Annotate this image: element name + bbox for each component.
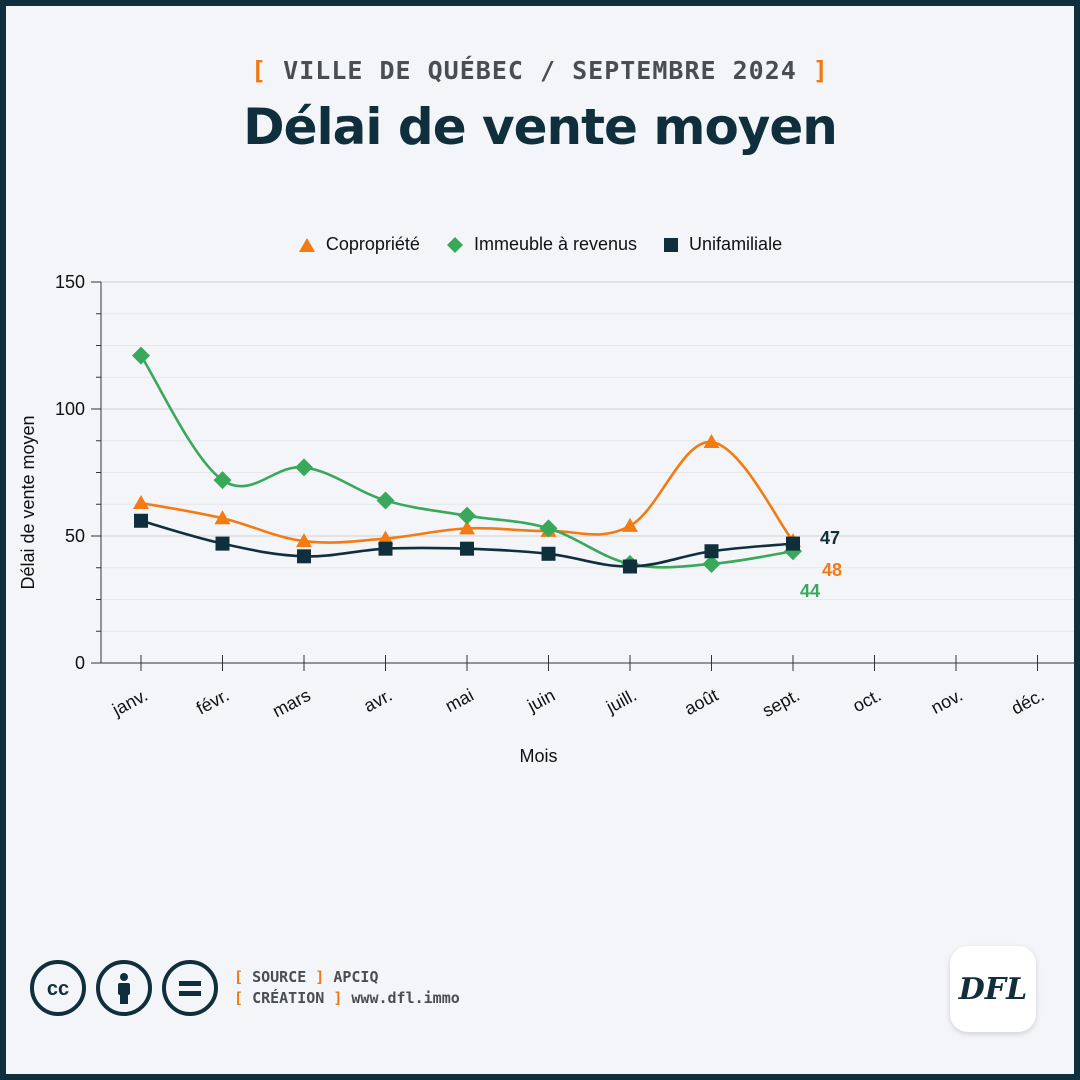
x-tick-label: avr. xyxy=(360,685,395,716)
legend-item-unifamiliale[interactable]: Unifamiliale xyxy=(663,234,782,255)
data-point-triangle xyxy=(377,530,394,545)
chart-grid xyxy=(101,281,1074,664)
data-point-triangle xyxy=(703,434,720,449)
x-tick-label: févr. xyxy=(193,685,232,719)
x-tick-label: janv. xyxy=(108,685,151,720)
data-point-square xyxy=(215,536,230,551)
chart-labels: 0 50 100 150 janv. févr. mars avr. mai juin juill.… xyxy=(18,272,1047,766)
website-link[interactable]: www.dfl.immo xyxy=(351,989,460,1007)
data-point-square xyxy=(134,513,148,528)
y-tick-label: 0 xyxy=(75,653,85,673)
square-marker-icon xyxy=(664,237,679,252)
legend-label: Unifamiliale xyxy=(689,234,783,254)
x-axis-title: Mois xyxy=(519,746,557,766)
legend-label: Copropriété xyxy=(325,234,420,254)
chart-legend: Copropriété Immeuble à revenus Unifamili… xyxy=(6,234,1074,255)
svg-text:cc: cc xyxy=(47,978,69,1000)
data-point-diamond xyxy=(458,506,476,525)
triangle-marker-icon xyxy=(298,237,315,252)
x-tick-label: août xyxy=(681,685,721,719)
x-tick-label: déc. xyxy=(1008,685,1047,719)
end-value-label: 48 xyxy=(822,560,842,580)
no-derivatives-icon[interactable] xyxy=(162,960,218,1016)
x-tick-label: sept. xyxy=(759,685,803,721)
series-line xyxy=(140,440,795,544)
end-value-label: 44 xyxy=(800,581,820,601)
data-point-diamond xyxy=(376,491,395,510)
x-tick-label: oct. xyxy=(849,685,884,716)
data-point-square xyxy=(297,549,311,564)
data-point-square xyxy=(378,541,393,556)
chart-series xyxy=(132,346,802,574)
legend-item-copropriete[interactable]: Copropriété xyxy=(298,234,420,255)
data-point-diamond xyxy=(702,554,721,573)
chart-axes xyxy=(91,281,1074,671)
dfl-logo: DFL xyxy=(950,946,1036,1032)
data-point-triangle xyxy=(622,517,638,532)
data-point-diamond xyxy=(213,471,232,490)
x-tick-label: nov. xyxy=(928,685,966,718)
data-point-triangle xyxy=(133,494,149,509)
data-point-square xyxy=(704,544,719,559)
credits-text: [ SOURCE ] APCIQ [ CRÉATION ] www.dfl.im… xyxy=(234,967,460,1009)
data-point-square xyxy=(623,559,637,574)
data-point-diamond xyxy=(295,458,313,477)
subtitle-text: VILLE DE QUÉBEC / SEPTEMBRE 2024 xyxy=(283,56,797,85)
data-point-triangle xyxy=(459,520,475,535)
data-point-square xyxy=(460,541,474,556)
line-chart: 0 50 100 150 janv. févr. mars avr. mai juin juill.… xyxy=(18,272,1074,766)
data-point-triangle xyxy=(214,510,231,525)
end-value-label: 47 xyxy=(820,528,840,548)
page-title: Délai de vente moyen xyxy=(243,98,838,156)
source-line: [ SOURCE ] APCIQ xyxy=(234,968,379,986)
y-tick-label: 100 xyxy=(55,399,85,419)
x-tick-label: juill. xyxy=(602,685,640,718)
data-point-triangle xyxy=(296,533,312,548)
y-tick-label: 50 xyxy=(65,526,85,546)
y-axis-title: Délai de vente moyen xyxy=(18,415,38,589)
legend-label: Immeuble à revenus xyxy=(473,234,638,254)
footer-credits: cc [ SOURCE ] APCIQ [ xyxy=(30,960,460,1016)
y-tick-label: 150 xyxy=(55,272,85,292)
infographic-card: [ VILLE DE QUÉBEC / SEPTEMBRE 2024 ] Dél… xyxy=(6,6,1074,1074)
cc-icon[interactable]: cc xyxy=(30,960,86,1016)
x-tick-label: mai xyxy=(442,685,477,716)
attribution-icon[interactable] xyxy=(96,960,152,1016)
data-point-square xyxy=(541,546,556,561)
x-tick-label: mars xyxy=(269,685,314,721)
diamond-marker-icon xyxy=(446,236,463,253)
data-point-diamond xyxy=(132,346,150,365)
legend-item-immeuble[interactable]: Immeuble à revenus xyxy=(446,234,637,255)
data-point-square xyxy=(786,536,800,551)
data-point-diamond xyxy=(539,519,558,538)
creation-line: [ CRÉATION ] www.dfl.immo xyxy=(234,989,460,1007)
subtitle: [ VILLE DE QUÉBEC / SEPTEMBRE 2024 ] xyxy=(251,56,829,85)
x-tick-label: juin xyxy=(523,685,558,716)
